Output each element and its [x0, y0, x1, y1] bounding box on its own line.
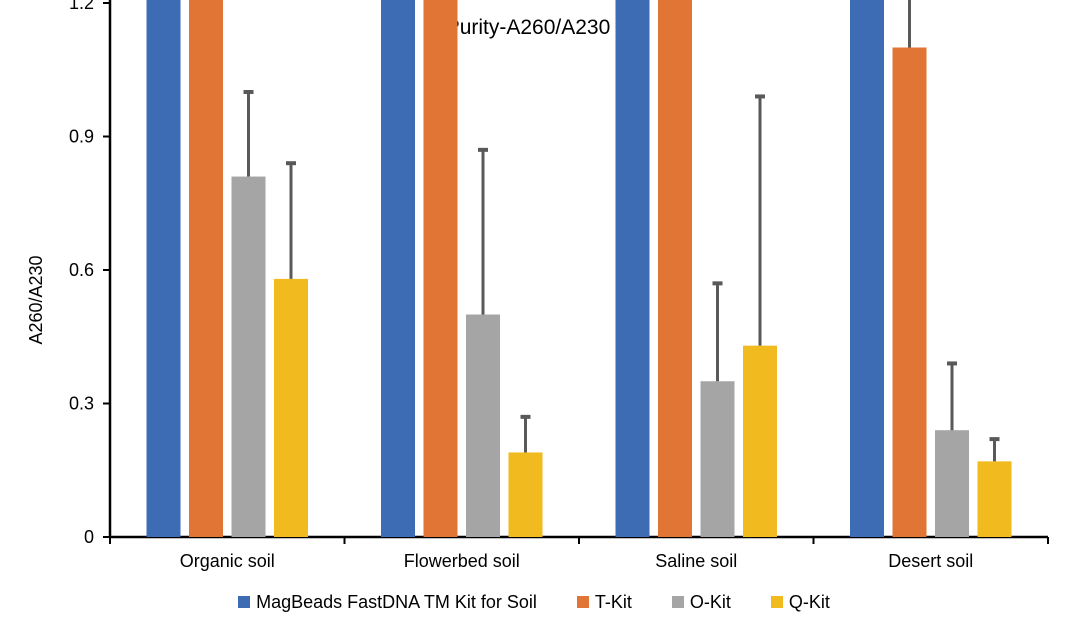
bar: [615, 0, 650, 538]
legend-swatch: [770, 596, 783, 608]
legend-item: O-Kit: [671, 591, 731, 613]
bar: [700, 381, 735, 537]
chart-title: Purity-A260/A230: [446, 16, 611, 39]
legend-swatch: [576, 596, 589, 608]
bar: [977, 461, 1012, 537]
bar: [508, 452, 543, 537]
bar: [189, 0, 223, 538]
x-tick-label: Organic soil: [180, 551, 275, 571]
legend-label: T-Kit: [594, 591, 632, 612]
bar: [423, 0, 458, 537]
y-tick-label: 0.3: [69, 394, 94, 414]
legend-swatch: [238, 596, 251, 608]
bar: [274, 278, 308, 537]
bar: [935, 430, 969, 537]
bar: [146, 0, 181, 537]
y-tick-label: 0: [84, 527, 94, 547]
legend-label: MagBeads FastDNA TM Kit for Soil: [256, 591, 537, 612]
y-tick-label: 0.9: [69, 127, 94, 147]
legend-swatch: [671, 596, 684, 608]
legend-item: Q-Kit: [770, 591, 830, 613]
bar: [231, 176, 266, 538]
y-tick-label: 0.6: [69, 260, 94, 280]
bar: [892, 47, 927, 537]
y-tick-label: 1.2: [69, 0, 94, 13]
legend-item: MagBeads FastDNA TM Kit for Soil: [238, 592, 537, 613]
x-tick-label: Desert soil: [888, 551, 973, 571]
bar: [850, 0, 884, 537]
bar: [658, 0, 692, 538]
bar: [466, 314, 500, 537]
x-tick-label: Saline soil: [655, 551, 737, 571]
x-tick-label: Flowerbed soil: [404, 551, 520, 571]
legend: MagBeads FastDNA TM Kit for Soil T-Kit O-K…: [0, 590, 1068, 614]
legend-label: O-Kit: [689, 591, 731, 612]
legend-item: T-Kit: [576, 591, 632, 613]
legend-label: Q-Kit: [788, 591, 830, 612]
bar: [743, 345, 777, 537]
bar: [381, 0, 415, 538]
y-axis-label: A260/A230: [26, 255, 46, 344]
